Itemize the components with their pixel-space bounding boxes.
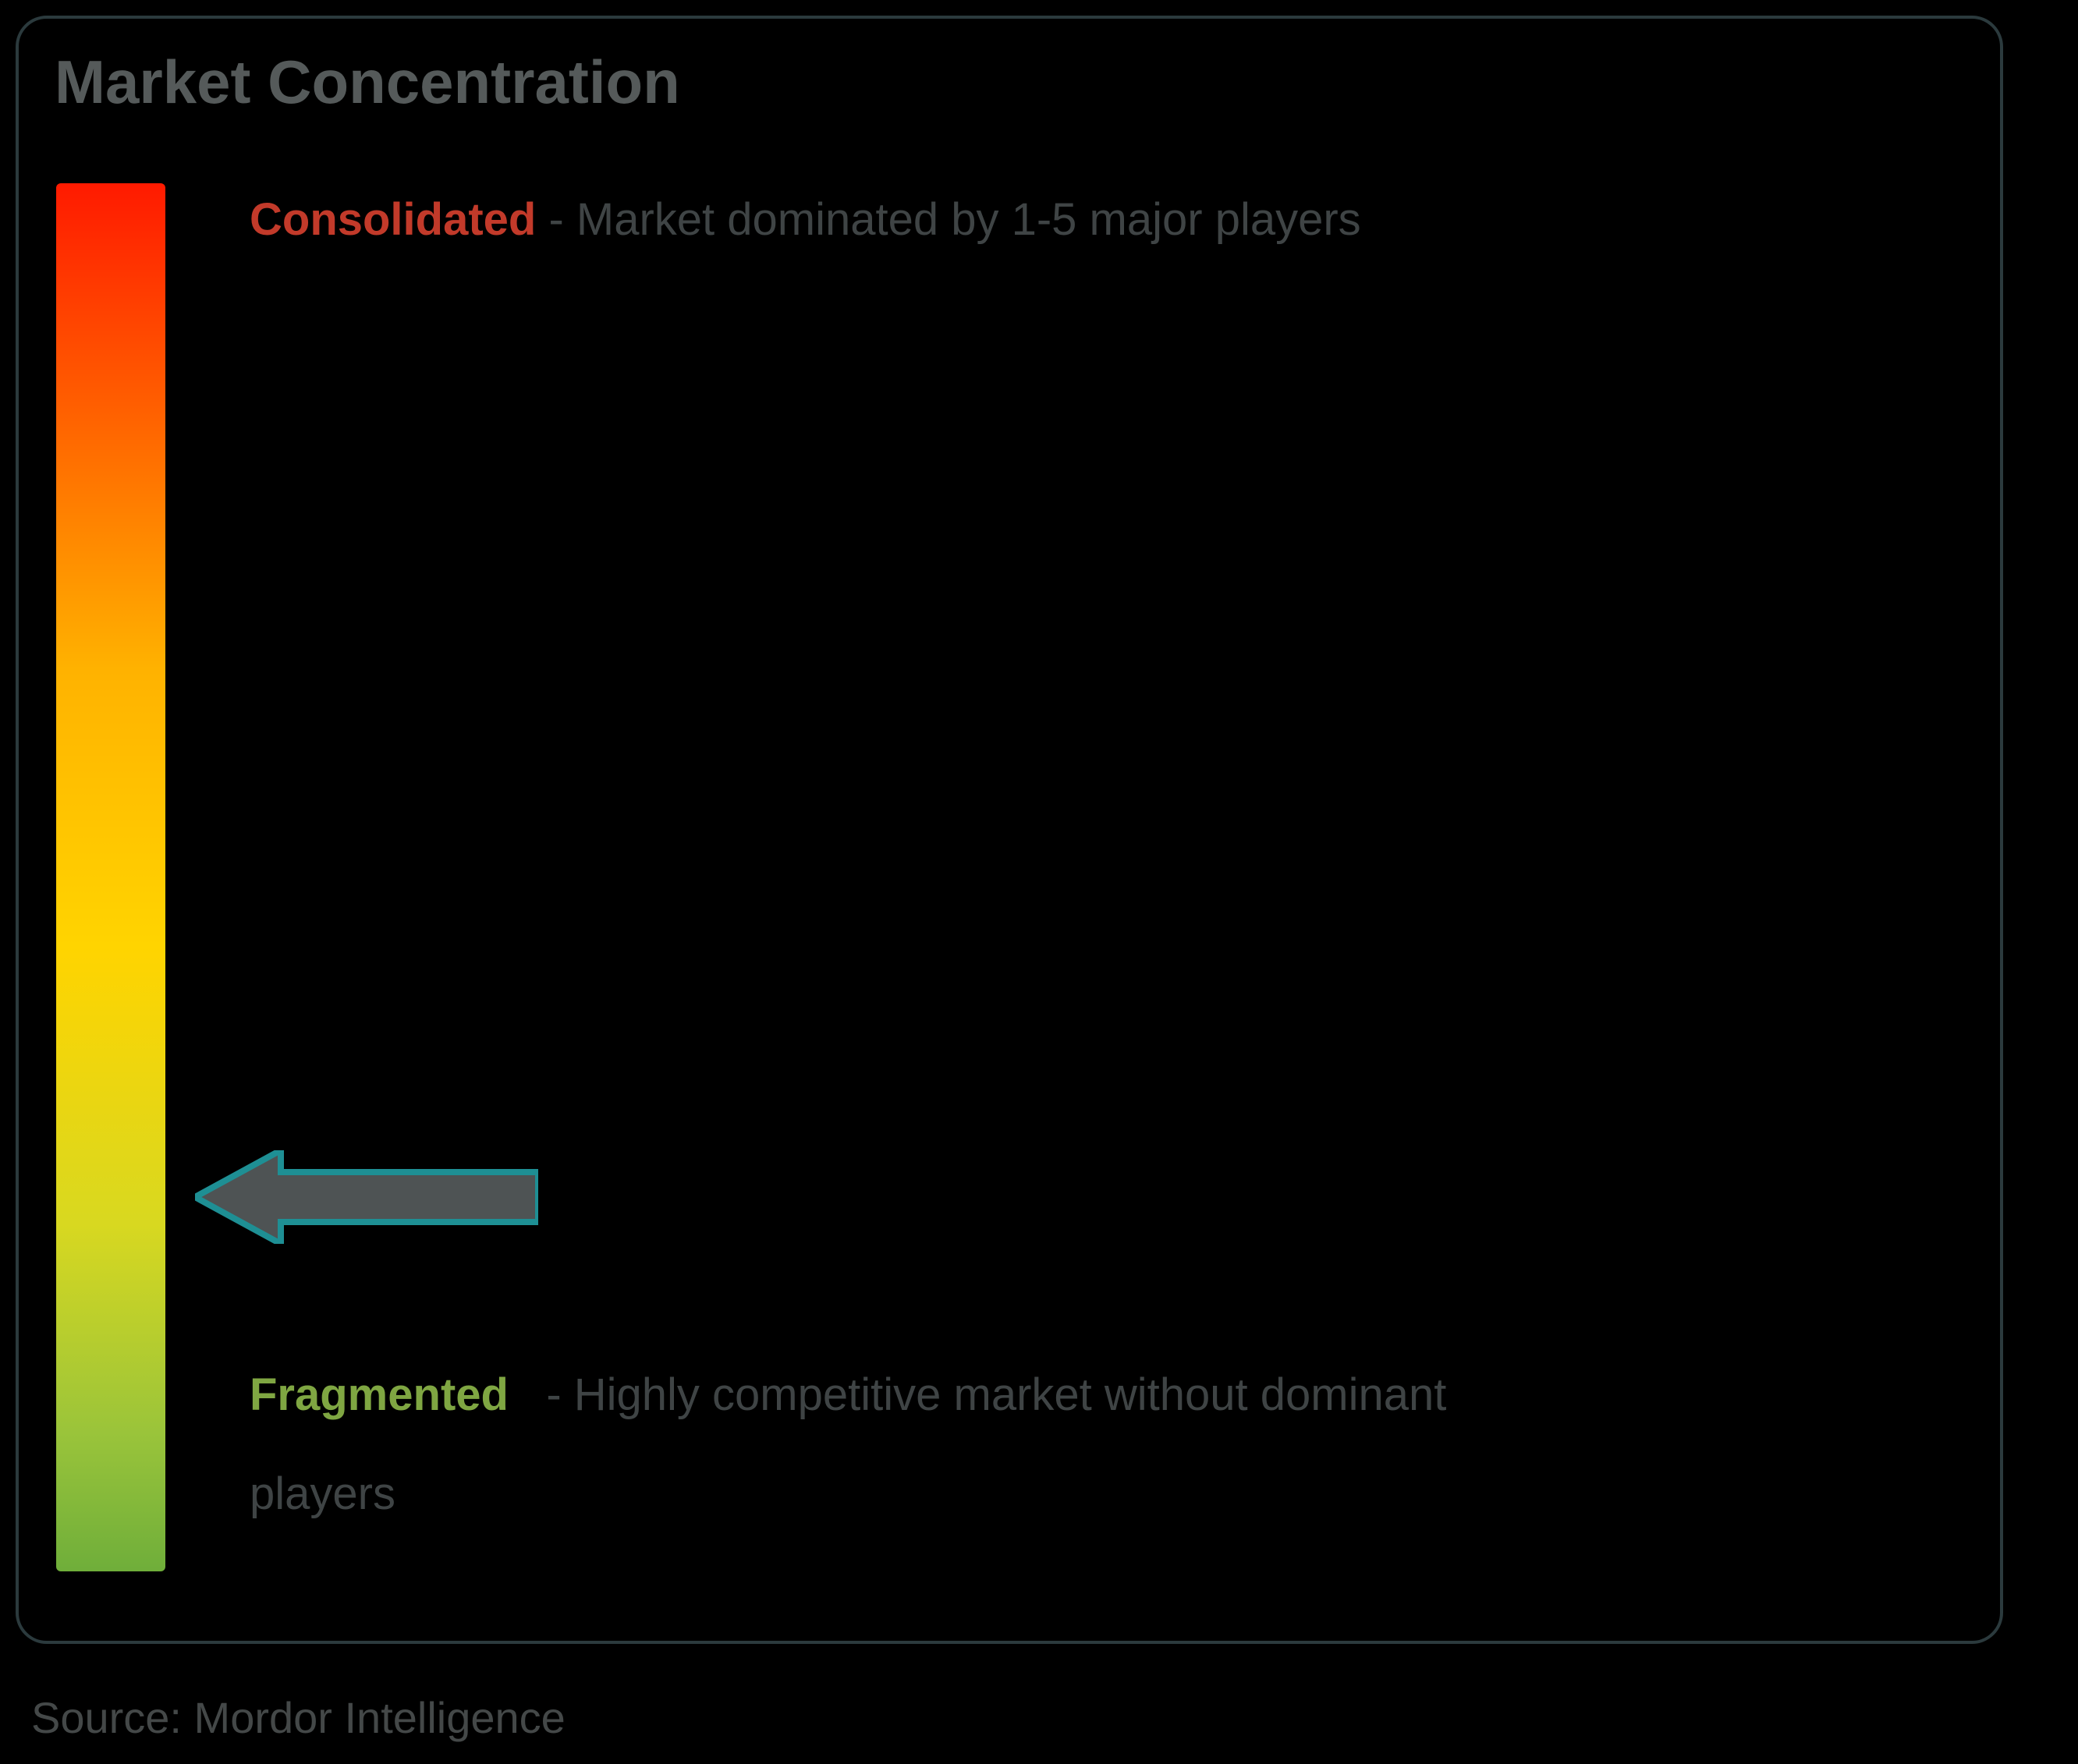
fragmented-desc-wrap: players xyxy=(250,1460,1446,1528)
fragmented-key: Fragmented xyxy=(250,1369,509,1420)
consolidated-desc: - Market dominated by 1-5 major players xyxy=(548,194,1360,245)
fragmented-desc: - Highly competitive market without domi… xyxy=(546,1369,1446,1420)
consolidated-key: Consolidated xyxy=(250,194,536,245)
source-attribution: Source: Mordor Intelligence xyxy=(31,1692,566,1743)
concentration-gradient-bar xyxy=(56,183,165,1571)
position-arrow xyxy=(195,1150,538,1244)
chart-title: Market Concentration xyxy=(55,47,680,118)
consolidated-label: Consolidated - Market dominated by 1-5 m… xyxy=(250,186,1361,253)
fragmented-label: Fragmented - Highly competitive market w… xyxy=(250,1361,1446,1528)
